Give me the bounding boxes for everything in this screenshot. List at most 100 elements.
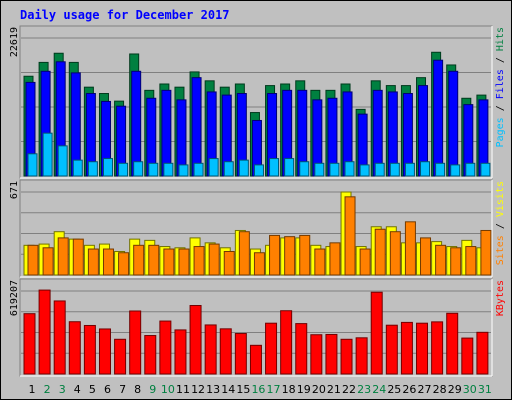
bar-sites-day-3 <box>57 237 69 276</box>
bar-kbytes-day-14 <box>219 328 232 375</box>
legend-item: Visits <box>495 181 506 217</box>
bar-kbytes-day-16 <box>249 344 262 375</box>
bar-sites-day-26 <box>404 221 416 276</box>
bar-sites-day-16 <box>253 252 265 276</box>
bar-sites-day-25 <box>389 231 401 276</box>
bar-kbytes-day-17 <box>265 322 278 375</box>
bar-sites-day-6 <box>102 248 114 276</box>
bar-kbytes-day-1 <box>23 313 36 375</box>
day-label-4: 4 <box>74 383 81 396</box>
bar-sites-day-28 <box>435 244 447 276</box>
bar-kbytes-day-26 <box>400 321 413 375</box>
legend-item: Pages <box>495 117 506 147</box>
bar-kbytes-day-11 <box>174 329 187 375</box>
bar-pages-day-29 <box>450 164 461 177</box>
bar-kbytes-day-8 <box>129 310 142 375</box>
day-label-25: 25 <box>387 383 401 396</box>
bar-kbytes-day-19 <box>295 323 308 375</box>
bar-sites-day-18 <box>284 236 296 276</box>
bar-sites-day-22 <box>344 196 356 276</box>
bar-files-day-29 <box>448 70 459 177</box>
bar-pages-day-22 <box>344 161 355 177</box>
bar-sites-day-2 <box>42 247 54 276</box>
bar-kbytes-day-21 <box>325 333 338 375</box>
bar-sites-day-23 <box>359 248 371 276</box>
bar-kbytes-day-9 <box>144 335 157 375</box>
bar-pages-day-21 <box>329 162 340 177</box>
bar-pages-day-17 <box>269 158 280 177</box>
bar-sites-day-10 <box>163 248 175 276</box>
bar-sites-day-21 <box>329 242 341 276</box>
bar-pages-day-25 <box>389 162 400 177</box>
bar-sites-day-11 <box>178 248 190 276</box>
bar-pages-day-9 <box>148 162 159 177</box>
bar-kbytes-day-2 <box>38 289 51 375</box>
panel-visitors: 671 Sites / Visits <box>9 179 506 278</box>
bar-pages-day-31 <box>480 162 491 177</box>
day-label-12: 12 <box>191 383 205 396</box>
bar-pages-day-13 <box>208 158 219 177</box>
panel-requests: 22619 Pages / Files / Hits <box>9 25 506 179</box>
y-max-label: 22619 <box>9 27 20 57</box>
bar-sites-day-1 <box>27 244 39 276</box>
bar-kbytes-day-30 <box>461 337 474 375</box>
bar-sites-day-30 <box>465 246 477 276</box>
bar-sites-day-19 <box>299 234 311 276</box>
bar-kbytes-day-6 <box>98 328 111 375</box>
day-label-3: 3 <box>59 383 66 396</box>
bar-pages-day-19 <box>299 161 310 177</box>
bar-kbytes-day-31 <box>476 331 489 375</box>
day-label-27: 27 <box>418 383 432 396</box>
legend-separator: / <box>495 99 506 117</box>
day-label-9: 9 <box>149 383 156 396</box>
day-label-15: 15 <box>236 383 250 396</box>
day-label-8: 8 <box>134 383 141 396</box>
legend: Sites / Visits <box>495 181 506 265</box>
legend-item: Files <box>495 69 506 99</box>
bar-pages-day-5 <box>87 161 98 177</box>
bar-kbytes-day-27 <box>416 322 429 375</box>
bar-kbytes-day-25 <box>385 324 398 375</box>
bar-pages-day-7 <box>118 162 129 177</box>
day-label-24: 24 <box>372 383 386 396</box>
day-label-13: 13 <box>206 383 220 396</box>
bar-sites-day-5 <box>87 248 99 276</box>
bar-pages-day-28 <box>435 162 446 177</box>
bar-sites-day-20 <box>314 248 326 276</box>
day-label-2: 2 <box>44 383 51 396</box>
bar-pages-day-18 <box>284 158 295 177</box>
bar-kbytes-day-5 <box>83 324 96 375</box>
bar-kbytes-day-10 <box>159 320 172 375</box>
chart-title: Daily usage for December 2017 <box>20 8 230 22</box>
legend: KBytes <box>495 280 506 316</box>
day-label-30: 30 <box>463 383 477 396</box>
day-label-28: 28 <box>433 383 447 396</box>
bar-sites-day-31 <box>480 229 492 276</box>
bar-kbytes-day-29 <box>446 312 459 375</box>
day-label-16: 16 <box>251 383 265 396</box>
bar-kbytes-day-23 <box>355 337 368 375</box>
bar-sites-day-13 <box>208 243 220 276</box>
bar-kbytes-day-28 <box>431 321 444 375</box>
bar-sites-day-8 <box>133 244 145 276</box>
day-label-17: 17 <box>267 383 281 396</box>
legend-separator: / <box>495 51 506 69</box>
bar-sites-day-14 <box>223 250 235 276</box>
panel-kbytes: 619207 KBytes <box>9 278 506 377</box>
day-label-21: 21 <box>327 383 341 396</box>
day-label-23: 23 <box>357 383 371 396</box>
legend-item: KBytes <box>495 280 506 316</box>
bar-sites-day-29 <box>450 247 462 276</box>
bar-kbytes-day-7 <box>114 338 127 375</box>
bar-pages-day-20 <box>314 162 325 177</box>
bar-kbytes-day-15 <box>234 333 247 375</box>
bar-kbytes-day-18 <box>280 310 293 375</box>
bar-sites-day-12 <box>193 246 205 276</box>
bar-files-day-8 <box>131 70 142 177</box>
day-label-6: 6 <box>104 383 111 396</box>
bar-sites-day-15 <box>238 231 250 276</box>
bar-kbytes-day-3 <box>53 300 66 375</box>
bar-kbytes-day-24 <box>370 291 383 375</box>
day-label-18: 18 <box>282 383 296 396</box>
bar-sites-day-4 <box>72 238 84 276</box>
